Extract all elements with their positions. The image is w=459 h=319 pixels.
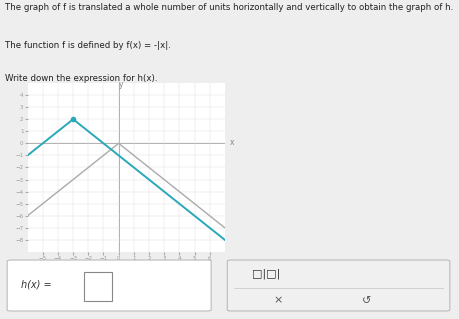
- Text: ↺: ↺: [362, 296, 371, 306]
- FancyBboxPatch shape: [7, 260, 211, 311]
- Text: ×: ×: [274, 296, 283, 306]
- Text: The graph of f is translated a whole number of units horizontally and vertically: The graph of f is translated a whole num…: [5, 3, 453, 12]
- Text: x: x: [230, 137, 234, 147]
- Text: Write down the expression for h(x).: Write down the expression for h(x).: [5, 74, 157, 83]
- FancyBboxPatch shape: [227, 260, 450, 311]
- Text: The function f is defined by f(x) = -|x|.: The function f is defined by f(x) = -|x|…: [5, 41, 170, 49]
- Bar: [84, 272, 112, 301]
- Text: □|□|: □|□|: [252, 268, 280, 279]
- Text: h(x) =: h(x) =: [21, 279, 52, 289]
- Text: y: y: [119, 79, 123, 89]
